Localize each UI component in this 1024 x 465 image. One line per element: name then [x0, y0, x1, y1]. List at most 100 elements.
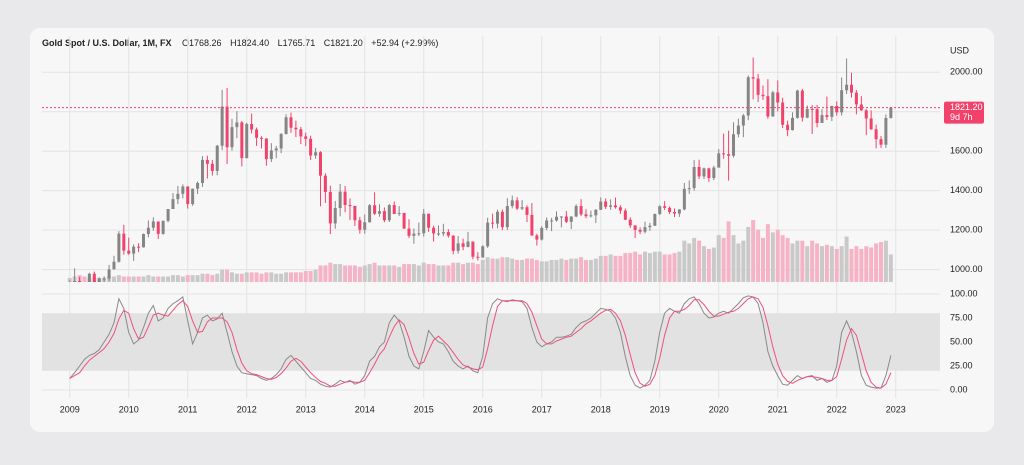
volume-bar — [387, 265, 392, 282]
candle-body — [269, 150, 273, 160]
candle-body — [761, 94, 765, 97]
candle-body — [790, 117, 794, 131]
volume-bar — [510, 258, 515, 282]
candle-body — [771, 92, 775, 117]
volume-bar — [775, 229, 780, 282]
candle-body — [471, 241, 475, 257]
stochastic-line — [69, 296, 892, 389]
volume-bar — [465, 262, 470, 282]
volume-bar — [652, 251, 657, 282]
volume-bar — [411, 264, 416, 282]
volume-bar — [564, 259, 569, 282]
volume-bar — [313, 269, 318, 282]
volume-bar — [628, 253, 633, 282]
volume-bar — [279, 273, 284, 282]
candle-body — [781, 102, 785, 125]
volume-bar — [244, 272, 249, 282]
volume-bar — [662, 254, 667, 282]
candle-body — [245, 123, 249, 159]
candle-body — [481, 246, 485, 258]
volume-bar — [200, 273, 205, 282]
candle-body — [736, 125, 740, 135]
volume-bar — [377, 265, 382, 282]
volume-bar — [298, 272, 303, 282]
x-tick-label: 2010 — [119, 404, 139, 414]
candle-body — [112, 261, 116, 270]
volume-bar — [180, 276, 185, 282]
candle-body — [338, 191, 342, 209]
volume-bar — [382, 265, 387, 282]
volume-bar — [338, 264, 343, 282]
candle-body — [412, 233, 416, 236]
volume-bar — [220, 269, 225, 282]
candle-body — [500, 211, 504, 228]
candle-body — [186, 186, 190, 205]
candle-body — [304, 136, 308, 139]
x-tick-label: 2014 — [355, 404, 375, 414]
volume-bar — [756, 229, 761, 282]
candle-body — [618, 207, 622, 211]
candle-body — [348, 205, 352, 207]
candle-body — [456, 243, 460, 251]
volume-bar — [166, 276, 171, 282]
candle-body — [407, 228, 411, 236]
volume-bar — [151, 276, 156, 282]
volume-bar — [293, 272, 298, 282]
volume-bar — [402, 264, 407, 282]
candle-body — [255, 129, 259, 138]
volume-bar — [372, 262, 377, 282]
volume-bar — [598, 255, 603, 282]
candle-body — [766, 96, 770, 117]
candle-body — [451, 235, 455, 251]
y-tick-label: 50.00 — [950, 336, 973, 346]
volume-bar — [864, 246, 869, 282]
volume-bar — [421, 262, 426, 282]
candle-body — [609, 205, 613, 207]
candle-body — [461, 243, 465, 247]
volume-bar — [849, 248, 854, 282]
volume-bar — [480, 259, 485, 282]
candle-body — [314, 152, 318, 156]
candle-body — [343, 191, 347, 206]
volume-bar — [121, 276, 126, 282]
volume-bar — [131, 276, 136, 282]
candle-body — [215, 145, 219, 171]
volume-bar — [308, 270, 313, 282]
candle-body — [402, 212, 406, 229]
candle-body — [800, 90, 804, 118]
candle-body — [117, 233, 121, 262]
volume-bar — [485, 257, 490, 282]
x-tick-label: 2015 — [414, 404, 434, 414]
candle-body — [569, 216, 573, 222]
candle-body — [604, 201, 608, 207]
volume-bar — [854, 246, 859, 282]
candle-body — [692, 166, 696, 189]
candle-body — [722, 153, 726, 155]
candle-body — [589, 215, 593, 217]
candle-body — [727, 154, 731, 156]
volume-bar — [446, 265, 451, 282]
candle-body — [363, 222, 367, 230]
volume-bar — [185, 275, 190, 282]
ohlc-change: +52.94 (+2.99%) — [371, 38, 438, 48]
volume-bar — [839, 246, 844, 282]
volume-bar — [819, 246, 824, 282]
y-tick-label: 1000.00 — [950, 264, 983, 274]
volume-bar — [495, 258, 500, 282]
volume-bar — [347, 265, 352, 282]
candle-body — [102, 278, 106, 280]
volume-bar — [741, 240, 746, 282]
volume-bar — [328, 262, 333, 282]
candle-body — [889, 107, 893, 119]
candle-body — [73, 281, 77, 282]
candle-body — [466, 241, 470, 247]
candle-body — [786, 124, 790, 131]
candle-body — [574, 206, 578, 217]
stochastic-band — [42, 313, 940, 371]
candle-body — [643, 227, 647, 232]
candle-body — [220, 106, 224, 146]
y-tick-label: 1200.00 — [950, 224, 983, 234]
y-tick-label: 100.00 — [950, 288, 978, 298]
candle-body — [289, 117, 293, 128]
candle-body — [810, 108, 814, 110]
